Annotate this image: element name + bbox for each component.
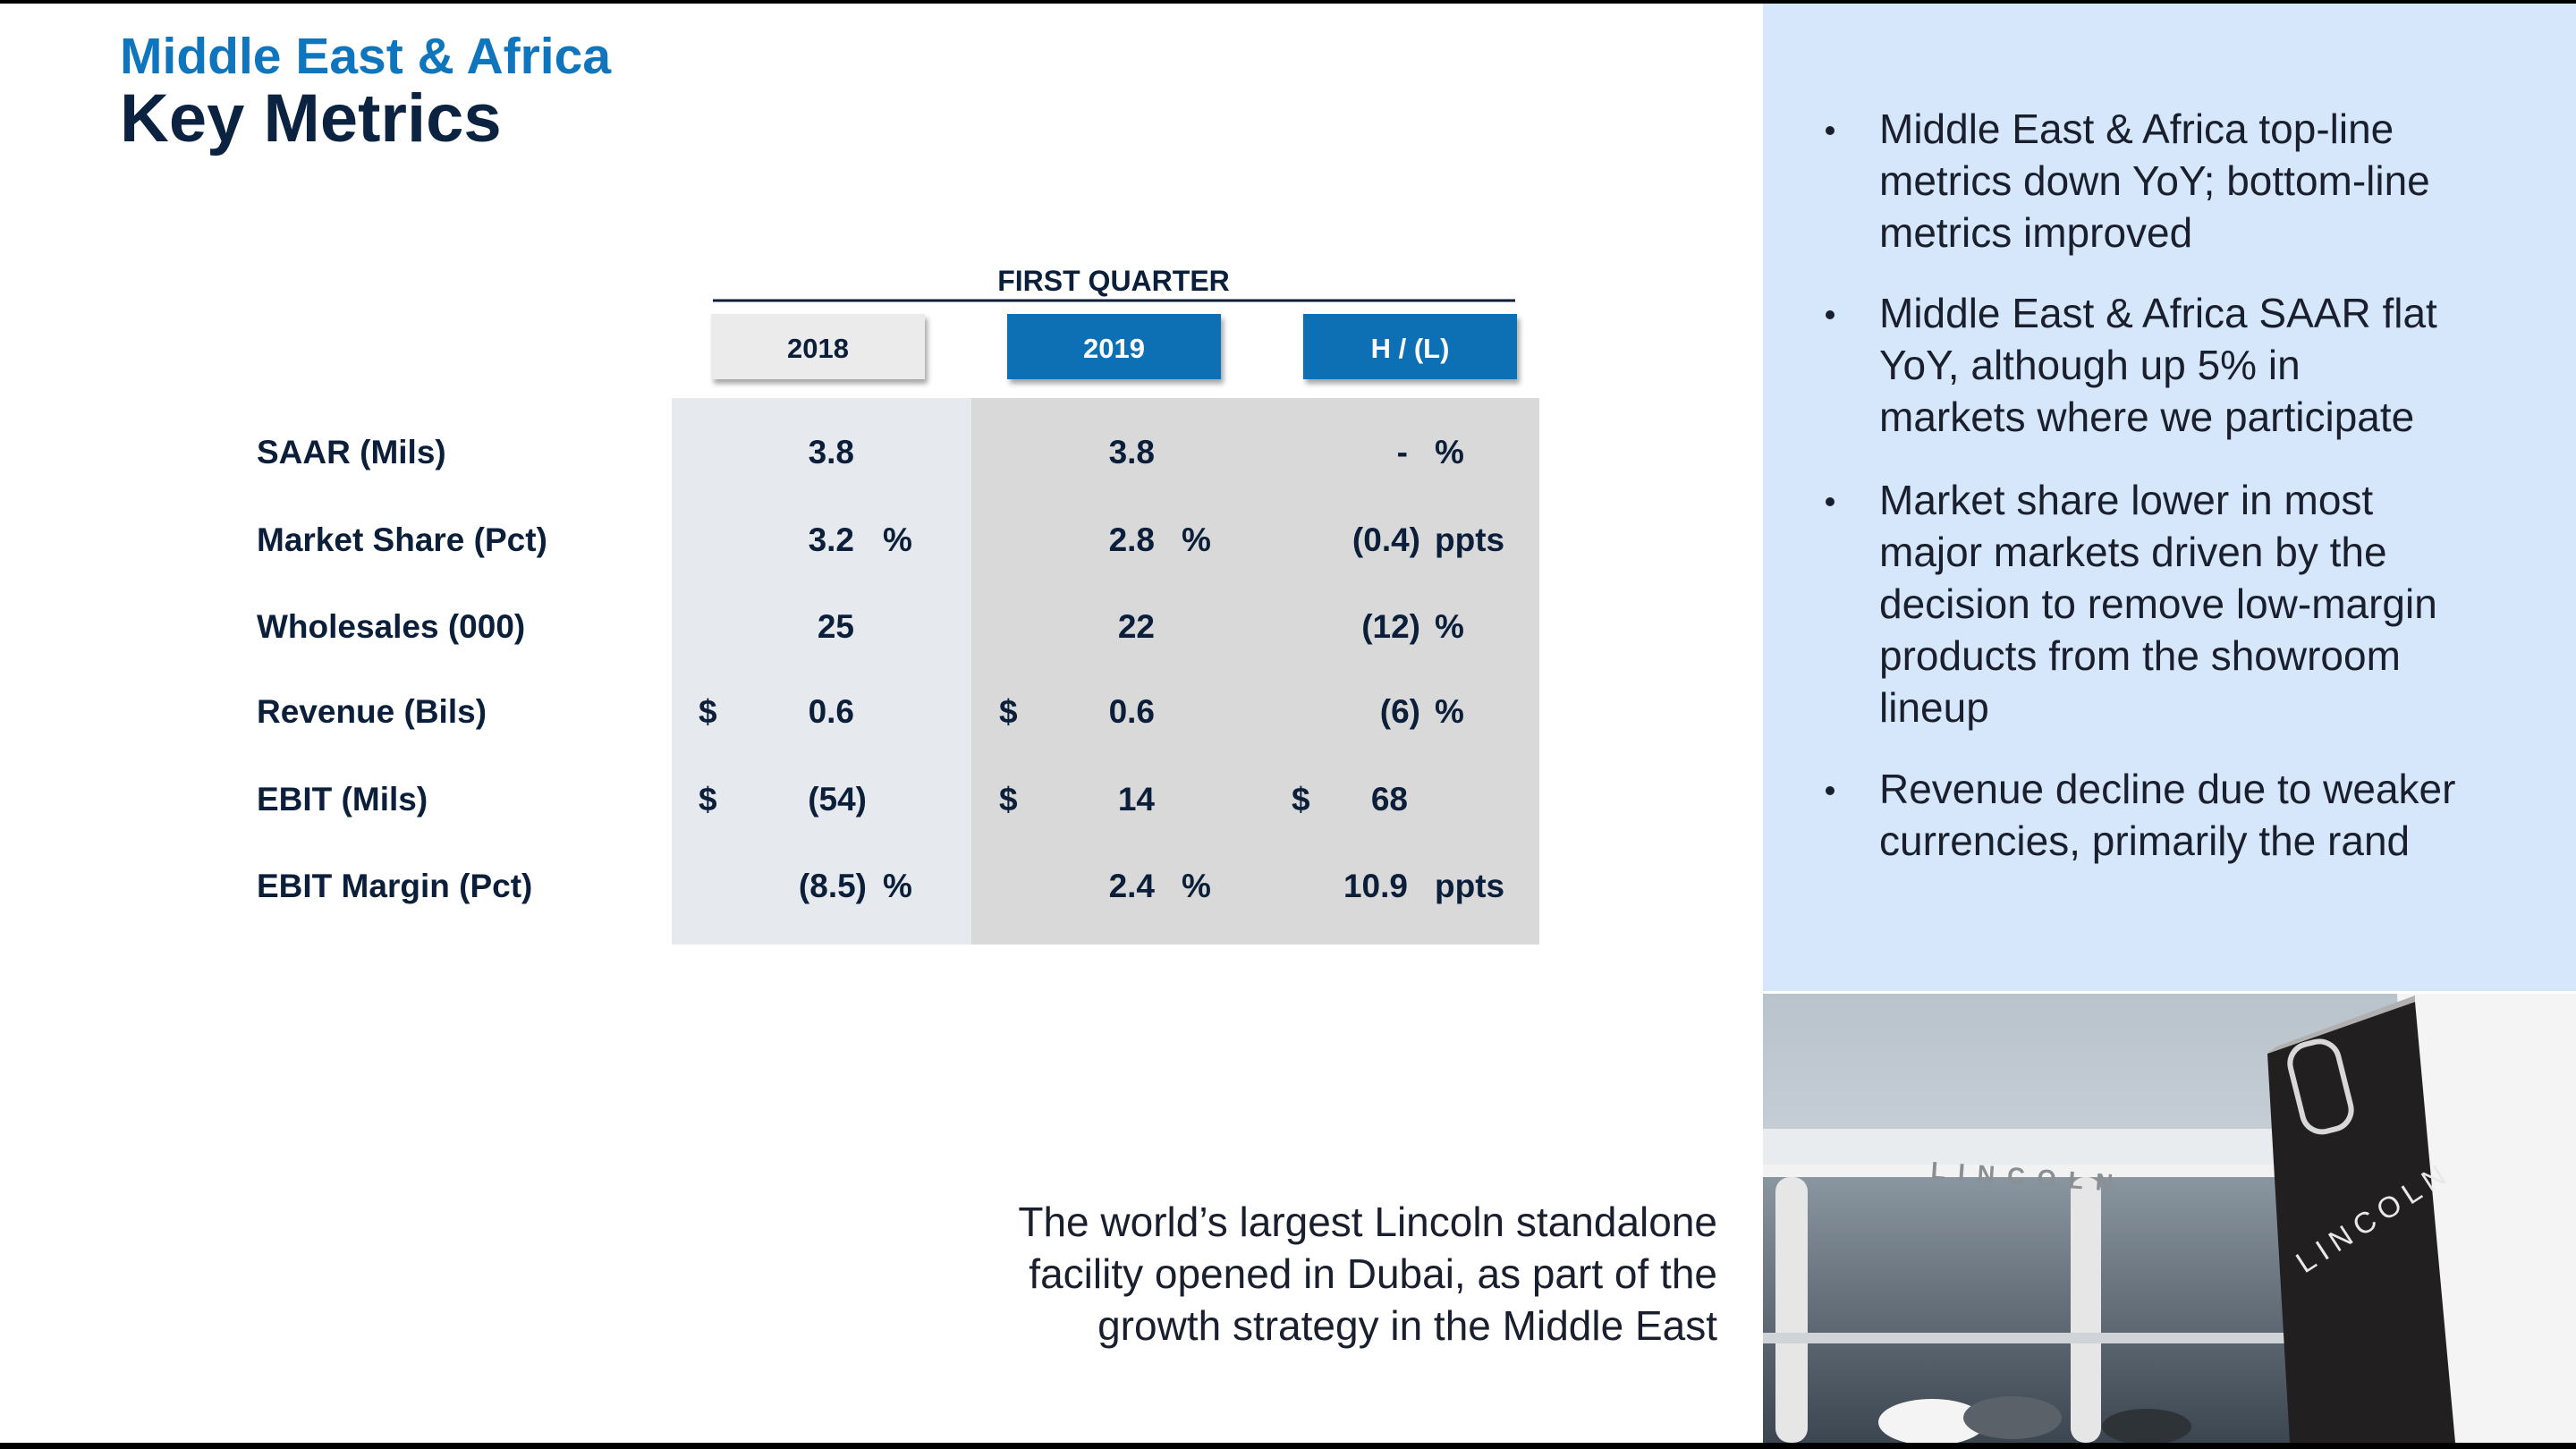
cell-suffix: % — [1435, 608, 1464, 645]
row-label: Market Share (Pct) — [257, 521, 547, 558]
cell-prefix: $ — [999, 693, 1018, 730]
bullet-text: lineup — [1879, 684, 1989, 731]
bullet-text: decision to remove low-margin — [1879, 580, 2437, 627]
bottom-border — [0, 1443, 2576, 1449]
cell-value: (0.4) — [1352, 521, 1420, 558]
row-label: EBIT Margin (Pct) — [257, 868, 532, 904]
cell-prefix: $ — [999, 781, 1018, 818]
column-header-box — [711, 314, 925, 379]
cell-value: 3.8 — [1109, 434, 1155, 470]
cell-prefix: $ — [699, 781, 717, 818]
cell-value: 0.6 — [1109, 693, 1155, 730]
bullet-dot — [1826, 310, 1835, 319]
cell-value: 2.8 — [1109, 521, 1155, 558]
cell-value: (54) — [808, 781, 867, 818]
cell-suffix: ppts — [1435, 521, 1504, 558]
bullet-text: Middle East & Africa top-line — [1879, 106, 2394, 152]
row-label: SAAR (Mils) — [257, 434, 446, 470]
cell-suffix: % — [1435, 693, 1464, 730]
column-group: FIRST QUARTER — [997, 265, 1230, 297]
cell-value: 68 — [1371, 781, 1408, 818]
photo: LINCOLN LINCOLN — [1763, 994, 2576, 1445]
cell-suffix: % — [883, 521, 912, 558]
caption: growth strategy in the Middle East — [1097, 1302, 1717, 1349]
cell-prefix: $ — [699, 693, 717, 730]
cell-value: 3.8 — [809, 434, 854, 470]
bullet-text: metrics improved — [1879, 209, 2192, 256]
cell-value: 22 — [1118, 608, 1155, 645]
cell-value: 25 — [818, 608, 854, 645]
cell-value: 10.9 — [1343, 868, 1408, 904]
title: Middle East & Africa — [120, 28, 612, 85]
bullet-dot — [1826, 126, 1835, 135]
bullet-text: currencies, primarily the rand — [1879, 818, 2410, 864]
row-label: EBIT (Mils) — [257, 781, 428, 818]
cell-prefix: $ — [1292, 781, 1310, 818]
column-header: H / (L) — [1371, 333, 1450, 364]
table: 2018 2019 H / (L) SAAR (Mils) 3.8 3.8 - % Market… — [257, 314, 1517, 904]
cell-value: 3.2 — [809, 521, 854, 558]
bullet-text: Middle East & Africa SAAR flat — [1879, 290, 2437, 336]
bullet-text: YoY, although up 5% in — [1879, 342, 2301, 388]
column-header: 2019 — [1083, 333, 1145, 364]
cell-value: 14 — [1118, 781, 1156, 818]
bullet-text: Revenue decline due to weaker — [1879, 766, 2455, 812]
cell-value: 0.6 — [809, 693, 854, 730]
bullet-text: markets where we participate — [1879, 394, 2414, 440]
column-header-box — [1303, 314, 1517, 379]
cell-value: 2.4 — [1109, 868, 1156, 904]
column-band — [971, 398, 1539, 945]
cell-value: (6) — [1380, 693, 1420, 730]
cell-suffix: % — [1182, 521, 1211, 558]
cell-suffix: % — [1435, 434, 1464, 470]
cell-value: (12) — [1361, 608, 1420, 645]
bullet-text: major markets driven by the — [1879, 529, 2387, 575]
column-header-box — [1007, 314, 1221, 379]
column-header: 2018 — [787, 333, 849, 364]
bullet-text: metrics down YoY; bottom-line — [1879, 157, 2430, 204]
side-panel — [1763, 4, 2576, 991]
top-border — [0, 0, 2576, 4]
bullet-text: products from the showroom — [1879, 632, 2401, 679]
cell-value: (8.5) — [799, 868, 867, 904]
bullet-dot — [1826, 497, 1835, 506]
caption: facility opened in Dubai, as part of the — [1029, 1250, 1717, 1297]
cell-value: - — [1397, 434, 1408, 470]
cell-suffix: % — [883, 868, 912, 904]
cell-suffix: ppts — [1435, 868, 1504, 904]
cell-suffix: % — [1182, 868, 1211, 904]
caption: The world’s largest Lincoln standalone — [1018, 1199, 1717, 1245]
column-band — [672, 398, 971, 945]
row-label: Revenue (Bils) — [257, 693, 487, 730]
bullet-dot — [1826, 786, 1835, 795]
subtitle: Key Metrics — [120, 80, 502, 157]
row-label: Wholesales (000) — [257, 608, 525, 645]
bullet-text: Market share lower in most — [1879, 477, 2373, 523]
